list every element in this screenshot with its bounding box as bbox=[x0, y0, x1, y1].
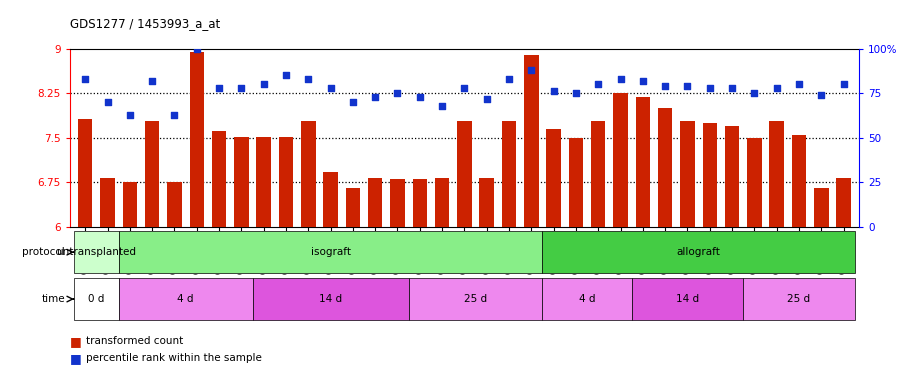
Bar bbox=[345, 188, 360, 227]
Bar bbox=[542, 231, 855, 273]
Point bbox=[479, 96, 494, 102]
Bar bbox=[814, 188, 829, 227]
Bar bbox=[119, 278, 253, 320]
Bar bbox=[412, 179, 427, 227]
Text: 14 d: 14 d bbox=[319, 294, 343, 304]
Bar bbox=[836, 178, 851, 227]
Bar bbox=[435, 178, 450, 227]
Text: 14 d: 14 d bbox=[676, 294, 699, 304]
Point bbox=[791, 81, 806, 87]
Point bbox=[769, 85, 784, 91]
Bar bbox=[502, 121, 517, 227]
Point bbox=[836, 81, 851, 87]
Text: isograft: isograft bbox=[311, 247, 351, 257]
Point bbox=[167, 112, 181, 118]
Point bbox=[323, 85, 338, 91]
Point bbox=[658, 83, 672, 89]
Bar bbox=[546, 129, 561, 227]
Bar bbox=[368, 178, 383, 227]
Text: protocol: protocol bbox=[22, 247, 65, 257]
Bar bbox=[591, 121, 605, 227]
Bar bbox=[145, 121, 159, 227]
Point bbox=[278, 72, 293, 78]
Bar bbox=[100, 178, 114, 227]
Text: allograft: allograft bbox=[677, 247, 721, 257]
Bar bbox=[323, 172, 338, 227]
Point bbox=[301, 76, 316, 82]
Point bbox=[524, 67, 539, 73]
Text: 0 d: 0 d bbox=[88, 294, 104, 304]
Point bbox=[190, 46, 204, 52]
Point bbox=[703, 85, 717, 91]
Bar bbox=[569, 138, 583, 227]
Point bbox=[78, 76, 93, 82]
Bar bbox=[614, 93, 627, 227]
Point bbox=[747, 90, 762, 96]
Point bbox=[636, 78, 650, 84]
Bar bbox=[123, 182, 137, 227]
Text: ■: ■ bbox=[70, 352, 82, 364]
Point bbox=[457, 85, 472, 91]
Text: 25 d: 25 d bbox=[788, 294, 811, 304]
Point bbox=[123, 112, 137, 118]
Bar bbox=[212, 131, 226, 227]
Bar bbox=[278, 136, 293, 227]
Text: time: time bbox=[41, 294, 65, 304]
Point bbox=[412, 94, 427, 100]
Text: percentile rank within the sample: percentile rank within the sample bbox=[86, 353, 262, 363]
Text: ■: ■ bbox=[70, 335, 82, 348]
Point bbox=[234, 85, 248, 91]
Bar bbox=[457, 121, 472, 227]
Text: GDS1277 / 1453993_a_at: GDS1277 / 1453993_a_at bbox=[70, 17, 220, 30]
Bar bbox=[409, 278, 542, 320]
Bar bbox=[234, 136, 248, 227]
Point bbox=[256, 81, 271, 87]
Bar bbox=[190, 52, 204, 227]
Bar bbox=[658, 108, 672, 227]
Point bbox=[569, 90, 583, 96]
Text: 25 d: 25 d bbox=[464, 294, 487, 304]
Text: untransplanted: untransplanted bbox=[57, 247, 136, 257]
Bar bbox=[119, 231, 542, 273]
Point bbox=[390, 90, 405, 96]
Point bbox=[502, 76, 517, 82]
Bar bbox=[390, 179, 405, 227]
Point bbox=[145, 78, 159, 84]
Bar bbox=[681, 121, 694, 227]
Bar bbox=[256, 136, 271, 227]
Bar bbox=[769, 121, 784, 227]
Bar bbox=[253, 278, 409, 320]
Bar bbox=[743, 278, 855, 320]
Bar bbox=[632, 278, 743, 320]
Bar bbox=[636, 98, 650, 227]
Point bbox=[814, 92, 829, 98]
Bar bbox=[791, 135, 806, 227]
Text: 4 d: 4 d bbox=[579, 294, 595, 304]
Point bbox=[345, 99, 360, 105]
Text: 4 d: 4 d bbox=[178, 294, 194, 304]
Bar bbox=[301, 121, 315, 227]
Point bbox=[100, 99, 114, 105]
Point bbox=[212, 85, 226, 91]
Bar bbox=[703, 123, 717, 227]
Bar bbox=[168, 182, 181, 227]
Bar bbox=[78, 119, 93, 227]
Bar bbox=[74, 278, 119, 320]
Text: transformed count: transformed count bbox=[86, 336, 183, 346]
Bar bbox=[479, 178, 494, 227]
Point bbox=[725, 85, 739, 91]
Bar bbox=[74, 231, 119, 273]
Point bbox=[546, 88, 561, 94]
Bar bbox=[524, 55, 539, 227]
Point bbox=[681, 83, 695, 89]
Point bbox=[613, 76, 627, 82]
Bar bbox=[542, 278, 632, 320]
Point bbox=[368, 94, 383, 100]
Bar bbox=[725, 126, 739, 227]
Point bbox=[435, 103, 450, 109]
Point bbox=[591, 81, 605, 87]
Bar bbox=[747, 138, 761, 227]
